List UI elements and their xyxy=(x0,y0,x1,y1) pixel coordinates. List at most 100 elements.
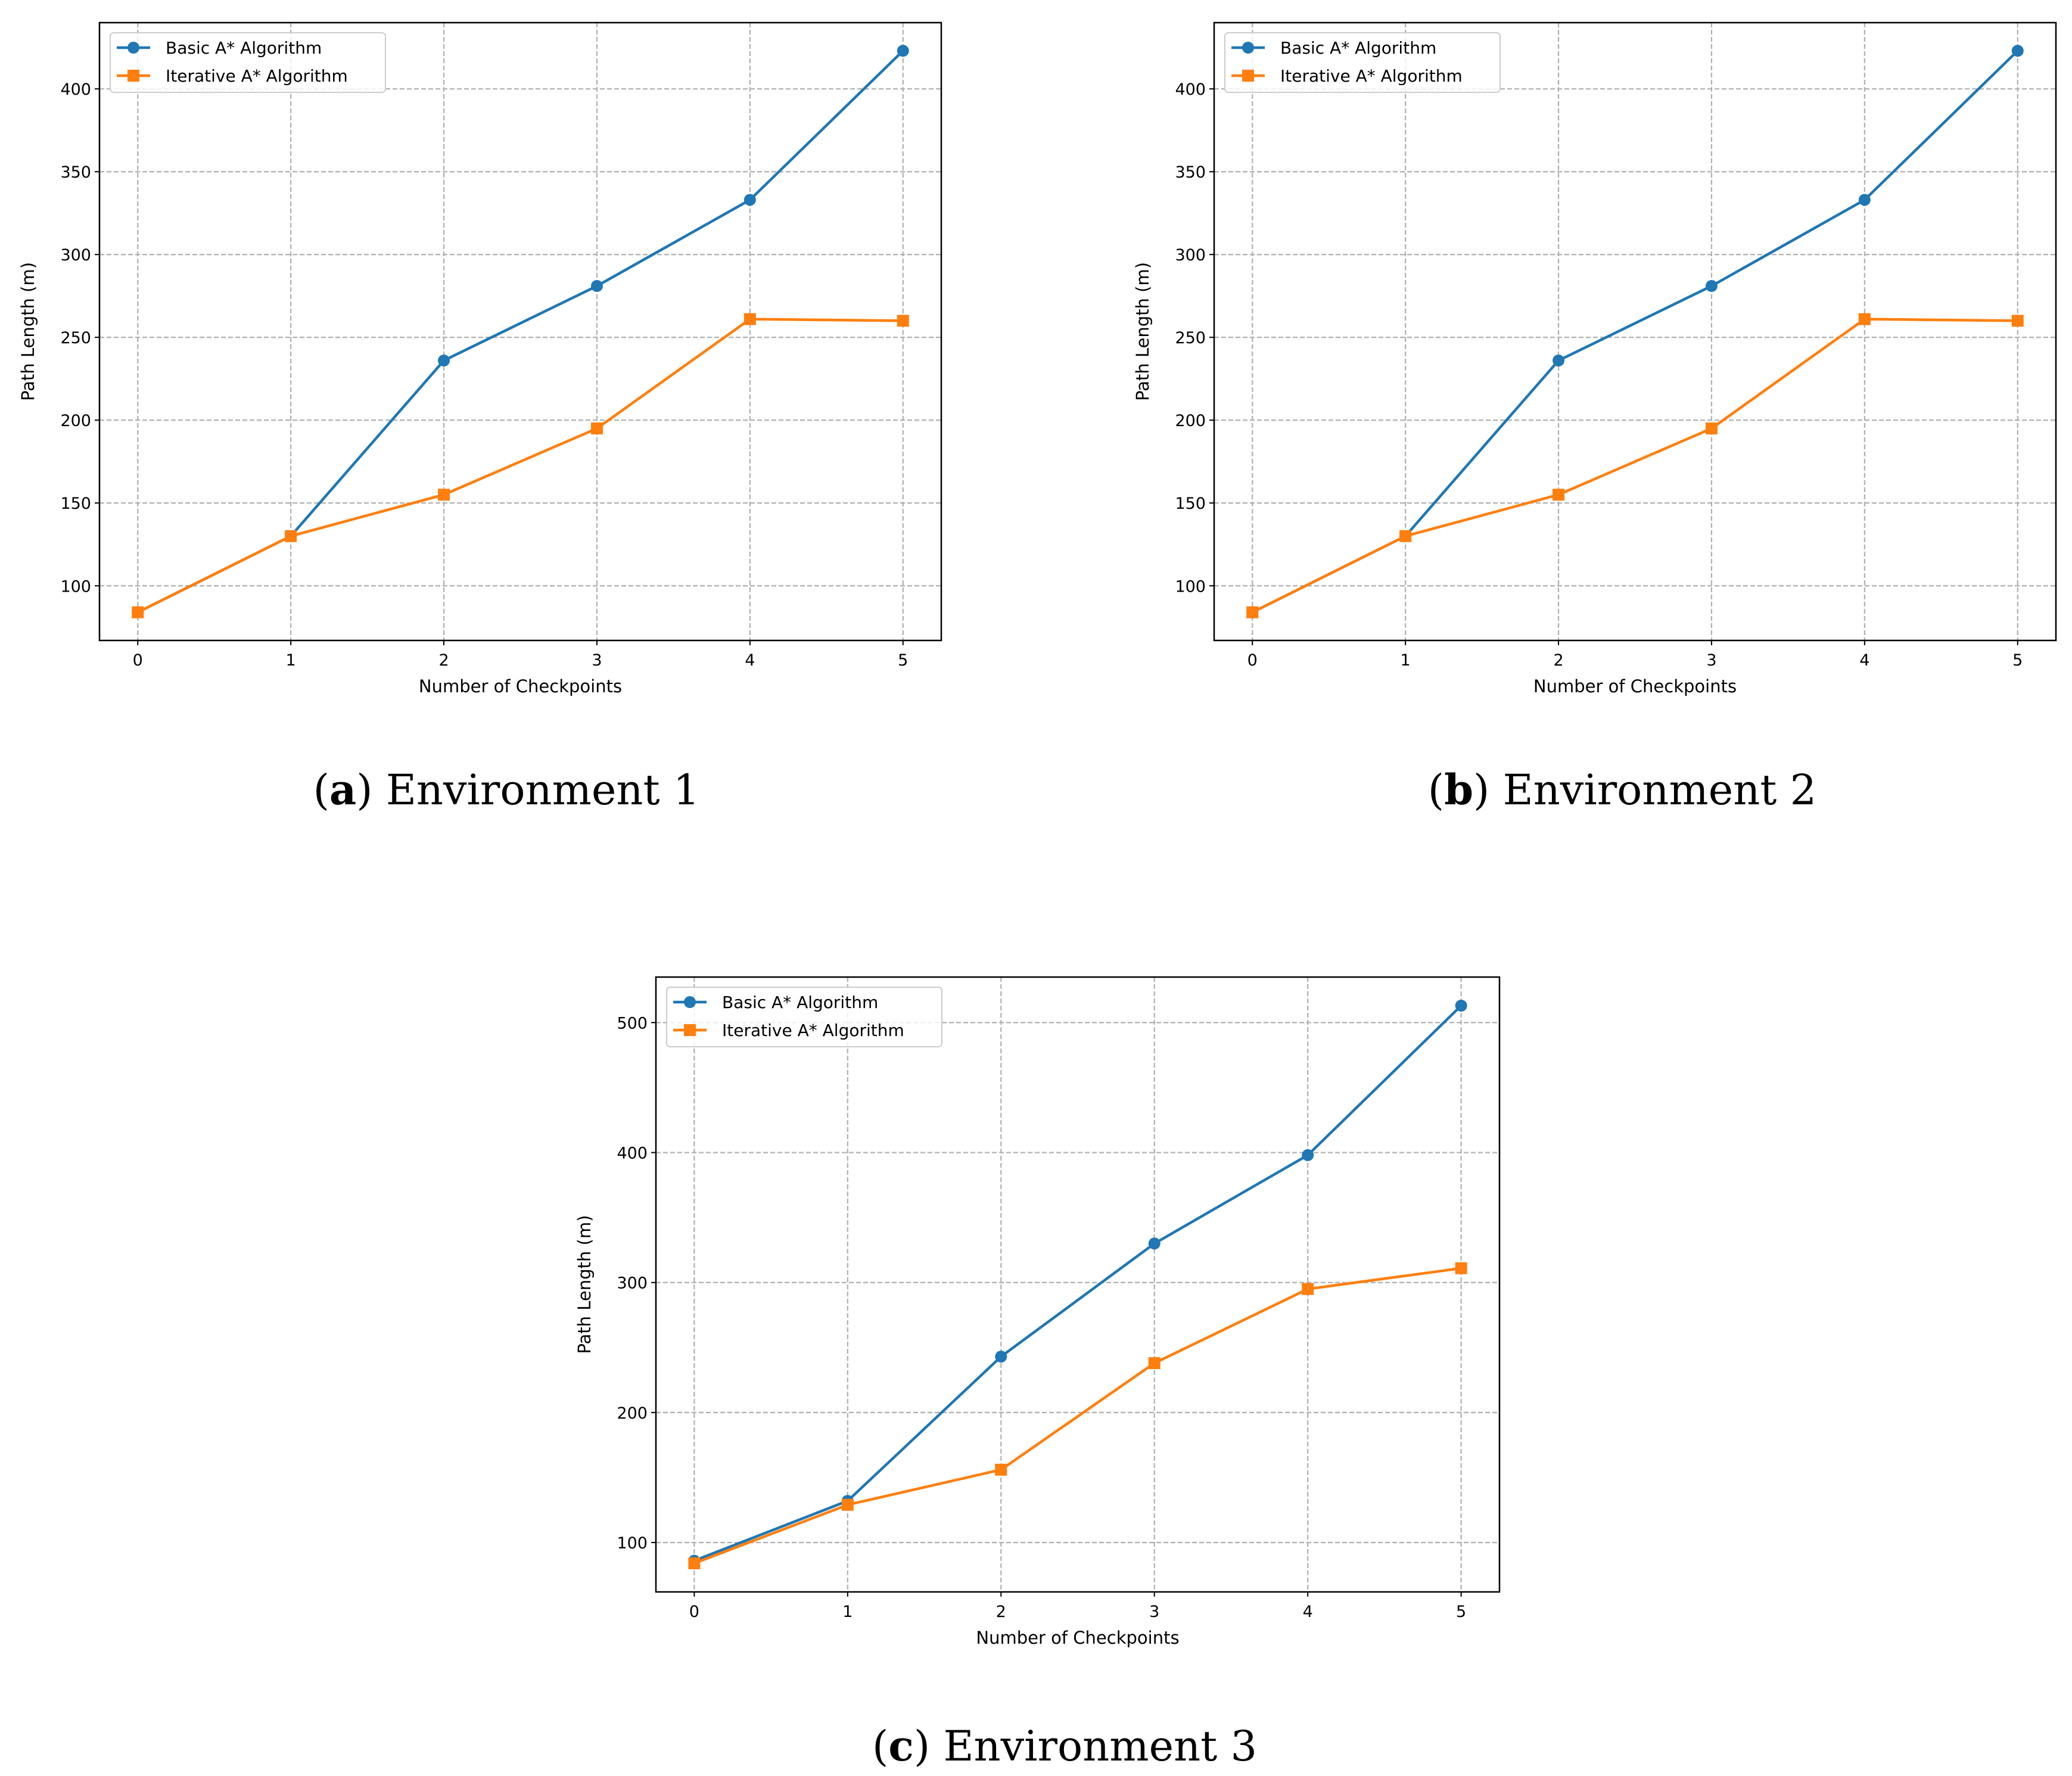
series-basic xyxy=(132,45,909,618)
caption-label: c xyxy=(888,1721,914,1771)
data-point xyxy=(743,194,756,206)
y-tick-label: 200 xyxy=(60,412,91,430)
data-point xyxy=(590,280,603,293)
data-point xyxy=(2011,45,2024,57)
legend-box xyxy=(1224,32,1501,93)
x-tick-label: 2 xyxy=(1553,651,1563,670)
data-point xyxy=(1455,1000,1467,1012)
x-tick-label: 3 xyxy=(592,651,602,670)
series-iterative xyxy=(688,1262,1467,1569)
legend-label: Basic A* Algorithm xyxy=(1280,38,1436,58)
x-tick-label: 2 xyxy=(438,651,449,670)
x-tick-label: 5 xyxy=(2012,651,2023,670)
subfigure-caption: (b) Environment 2 xyxy=(1428,765,1816,814)
data-point xyxy=(1553,354,1565,367)
y-tick-label: 100 xyxy=(60,577,91,596)
legend-label: Basic A* Algorithm xyxy=(722,993,878,1012)
data-point xyxy=(841,1498,854,1511)
x-axis-label: Number of Checkpoints xyxy=(1533,676,1737,696)
data-point xyxy=(1302,1283,1314,1295)
legend-box xyxy=(110,32,386,93)
x-axis-label: Number of Checkpoints xyxy=(419,676,622,696)
x-tick-label: 4 xyxy=(745,651,755,670)
y-tick-label: 400 xyxy=(617,1144,648,1163)
x-tick-label: 4 xyxy=(1859,651,1869,670)
x-tick-label: 5 xyxy=(898,651,908,670)
caption-paren: ( xyxy=(872,1722,888,1771)
axes-frame xyxy=(1213,21,2057,642)
y-tick-label: 150 xyxy=(1175,494,1206,513)
data-point xyxy=(1148,1237,1161,1250)
axes-frame xyxy=(98,21,942,642)
data-point xyxy=(438,489,450,501)
data-point xyxy=(590,422,603,435)
y-tick-label: 500 xyxy=(617,1014,648,1032)
series-line xyxy=(137,49,904,614)
data-point xyxy=(1148,1357,1161,1369)
x-tick-label: 0 xyxy=(133,651,143,670)
x-tick-label: 0 xyxy=(1247,651,1258,670)
data-point xyxy=(438,354,450,367)
series-line xyxy=(137,318,903,614)
data-point xyxy=(1302,1149,1314,1161)
legend-marker-square xyxy=(684,1024,696,1036)
data-point xyxy=(1858,313,1871,325)
series-basic xyxy=(1246,45,2024,618)
caption-paren: ) xyxy=(914,1722,944,1771)
legend: Basic A* Algorithm Iterative A* Algorithm xyxy=(666,987,942,1047)
y-tick-label: 250 xyxy=(1175,329,1206,347)
legend-marker-circle xyxy=(1242,42,1254,54)
series-line xyxy=(1252,318,2018,614)
x-tick-label: 1 xyxy=(286,651,296,670)
legend-label: Iterative A* Algorithm xyxy=(1280,66,1463,86)
data-point xyxy=(688,1557,701,1569)
caption-paren: ) xyxy=(356,766,386,814)
data-point xyxy=(1455,1262,1467,1274)
subfigure-caption: (a) Environment 1 xyxy=(313,765,700,814)
data-point xyxy=(897,315,909,327)
series-iterative xyxy=(132,313,909,618)
caption-paren: ( xyxy=(313,766,329,814)
chart-panel-b: 0 1 2 3 4 5 100 150 200 250 300 350 400 Basic A* Algo… xyxy=(1133,21,2057,814)
data-point xyxy=(995,1463,1007,1476)
legend-label: Iterative A* Algorithm xyxy=(722,1021,904,1040)
legend-box xyxy=(666,987,942,1047)
axes-frame xyxy=(655,976,1501,1593)
y-tick-label: 350 xyxy=(60,163,91,182)
data-point xyxy=(1705,422,1718,435)
legend: Basic A* Algorithm Iterative A* Algorithm xyxy=(110,32,386,93)
data-point xyxy=(1399,530,1412,542)
y-axis-label: Path Length (m) xyxy=(18,262,38,401)
caption-label: b xyxy=(1444,765,1473,814)
chart-panel-a: 0 1 2 3 4 5 100 150 200 250 300 350 400 Basic A* Algo… xyxy=(18,21,942,814)
data-point xyxy=(1246,606,1259,618)
x-tick-label: 2 xyxy=(996,1603,1006,1621)
y-tick-label: 100 xyxy=(1175,577,1206,596)
y-tick-label: 300 xyxy=(1175,246,1206,265)
data-point xyxy=(897,45,909,57)
x-tick-label: 1 xyxy=(1401,651,1411,670)
data-point xyxy=(1705,280,1718,293)
x-tick-label: 3 xyxy=(1706,651,1716,670)
y-tick-label: 100 xyxy=(617,1534,648,1553)
series-line xyxy=(1252,49,2019,614)
series-line xyxy=(693,1267,1461,1565)
y-tick-label: 200 xyxy=(617,1404,648,1423)
x-tick-label: 3 xyxy=(1149,1603,1159,1621)
y-tick-label: 400 xyxy=(1175,80,1206,99)
y-tick-label: 400 xyxy=(60,80,91,99)
legend-marker-circle xyxy=(127,42,139,54)
series-line xyxy=(693,1004,1463,1562)
y-tick-label: 150 xyxy=(60,494,91,513)
legend-label: Basic A* Algorithm xyxy=(166,38,322,58)
caption-label: a xyxy=(329,765,356,814)
data-point xyxy=(285,530,297,542)
caption-paren: ( xyxy=(1428,766,1444,814)
caption-text: Environment 2 xyxy=(1503,766,1817,814)
y-tick-label: 350 xyxy=(1175,163,1206,182)
x-axis-label: Number of Checkpoints xyxy=(976,1628,1179,1648)
y-tick-label: 250 xyxy=(60,329,91,347)
y-tick-label: 300 xyxy=(617,1274,648,1293)
caption-text: Environment 1 xyxy=(386,766,700,814)
